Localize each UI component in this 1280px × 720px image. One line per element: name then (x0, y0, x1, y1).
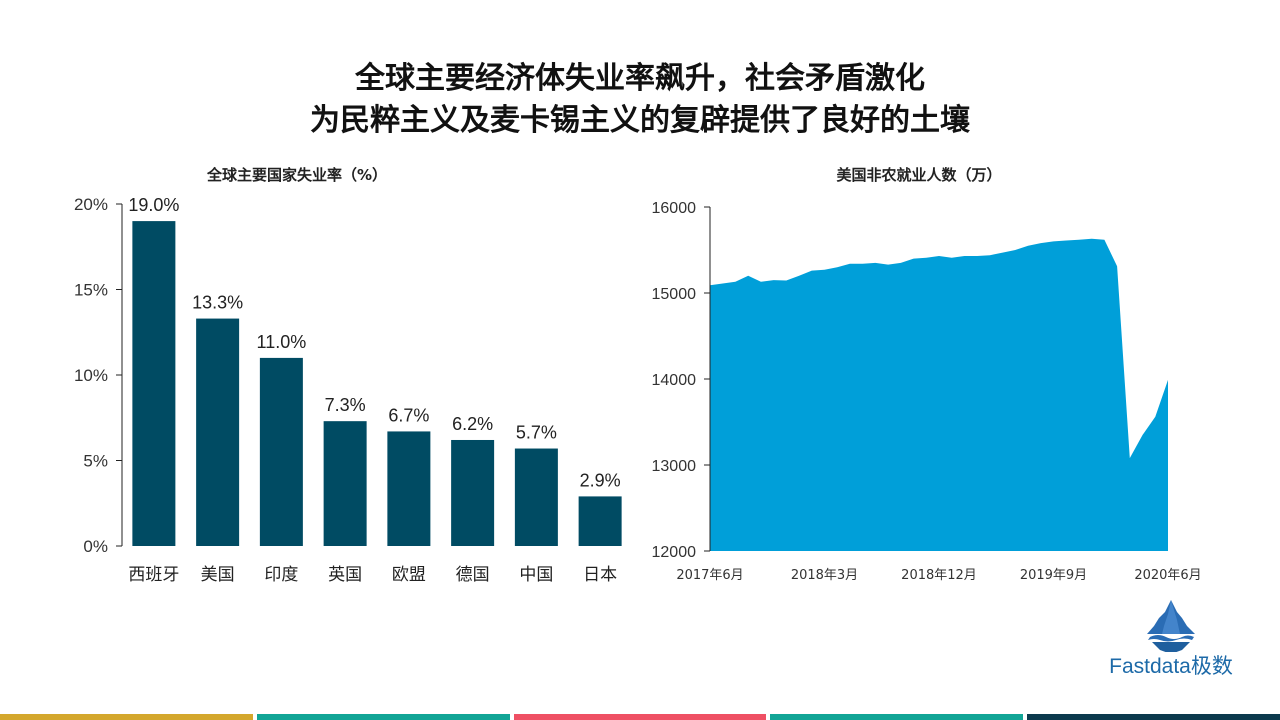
page-title: 全球主要经济体失业率飙升，社会矛盾激化 为民粹主义及麦卡锡主义的复辟提供了良好的… (0, 58, 1280, 142)
footer-stripe-segment (513, 714, 767, 720)
bar-y-tick-label: 10% (74, 366, 108, 385)
bar-data-label: 11.0% (257, 332, 307, 352)
logo-text: Fastdata极数 (1109, 655, 1233, 678)
nonfarm-employment-area-chart: 美国非农就业人数（万） 12000 13000 14000 15000 16000 2017… (632, 150, 1252, 600)
bar-category-label: 西班牙 (128, 565, 179, 585)
bar (578, 496, 622, 546)
iceberg-icon (1147, 600, 1195, 654)
bar (132, 221, 176, 546)
bar-data-label: 19.0% (128, 195, 179, 215)
area-y-tick-label: 14000 (652, 372, 697, 389)
bar-y-tick-label: 15% (74, 281, 108, 300)
bar-y-tick-label: 0% (83, 537, 108, 556)
bar (451, 439, 495, 546)
bar-category-label: 中国 (519, 565, 553, 585)
area-y-tick-label: 15000 (652, 286, 697, 303)
area-x-tick-label: 2019年9月 (1020, 568, 1087, 583)
footer-stripe-segment (1027, 714, 1280, 720)
area-x-tick-label: 2017年6月 (676, 568, 743, 583)
area-x-tick-label: 2018年3月 (791, 568, 858, 583)
bar (387, 431, 431, 546)
footer-stripe-segment (256, 714, 510, 720)
bar-data-label: 5.7% (516, 423, 557, 443)
bar-category-label: 欧盟 (392, 565, 426, 585)
footer-color-stripe (0, 714, 1280, 720)
area-chart-title: 美国非农就业人数（万） (836, 166, 1001, 184)
bar-data-label: 13.3% (192, 293, 243, 313)
footer-stripe-segment (0, 714, 253, 720)
area-series (710, 238, 1168, 552)
bar-y-tick-label: 20% (74, 195, 108, 214)
area-y-tick-label: 12000 (652, 544, 697, 561)
bar-chart-title: 全球主要国家失业率（%） (206, 166, 387, 184)
bar (196, 318, 240, 546)
bar-category-label: 印度 (264, 565, 298, 585)
bar-category-label: 日本 (583, 565, 617, 585)
bar-category-label: 美国 (201, 565, 235, 585)
bar-data-label: 7.3% (325, 395, 366, 415)
page-title-line-2: 为民粹主义及麦卡锡主义的复辟提供了良好的土壤 (310, 103, 970, 138)
footer-stripe-segment (770, 714, 1024, 720)
bar-y-tick-label: 5% (83, 452, 108, 471)
unemployment-bar-chart: 全球主要国家失业率（%） 0% 5% 10% 15% 20% 19.0% 西班牙 13.3% 美国… (30, 150, 650, 600)
page-title-line-1: 全球主要经济体失业率飙升，社会矛盾激化 (355, 61, 925, 96)
bar (259, 357, 303, 546)
area-y-tick-label: 13000 (652, 458, 697, 475)
bar-data-label: 6.2% (452, 414, 493, 434)
area-x-tick-label: 2018年12月 (901, 568, 977, 583)
bar-data-label: 6.7% (388, 405, 429, 425)
area-x-tick-label: 2020年6月 (1134, 568, 1201, 583)
area-y-tick-label: 16000 (652, 200, 697, 217)
bar (514, 448, 558, 546)
fastdata-logo: Fastdata极数 (1096, 596, 1246, 680)
bar-data-label: 2.9% (580, 470, 621, 490)
bar-category-label: 德国 (456, 565, 490, 585)
bar-category-label: 英国 (328, 565, 362, 585)
bar (323, 421, 367, 546)
